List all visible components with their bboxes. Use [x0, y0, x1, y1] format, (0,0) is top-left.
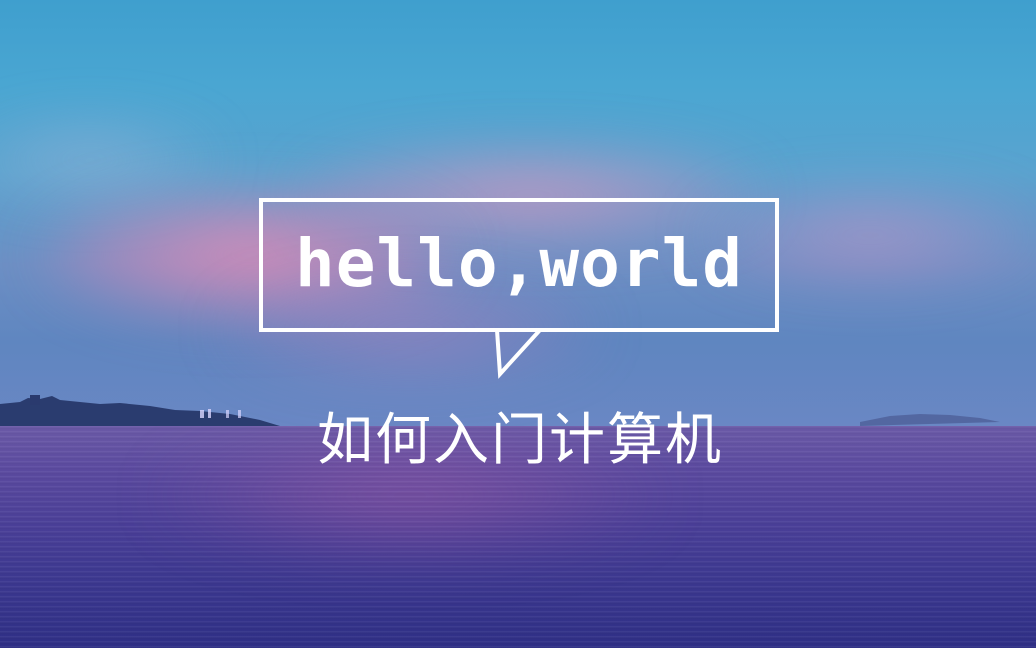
sea-ripples [0, 426, 1036, 648]
pink-cloud [700, 190, 1036, 280]
sea [0, 426, 1036, 648]
cloud [0, 120, 220, 200]
caption-title: 如何入门计算机 [317, 408, 723, 473]
distant-coastline [0, 395, 1000, 426]
bubble-text: hello,world [294, 224, 744, 302]
pink-cloud [40, 190, 460, 320]
sea-reflection [150, 436, 670, 556]
